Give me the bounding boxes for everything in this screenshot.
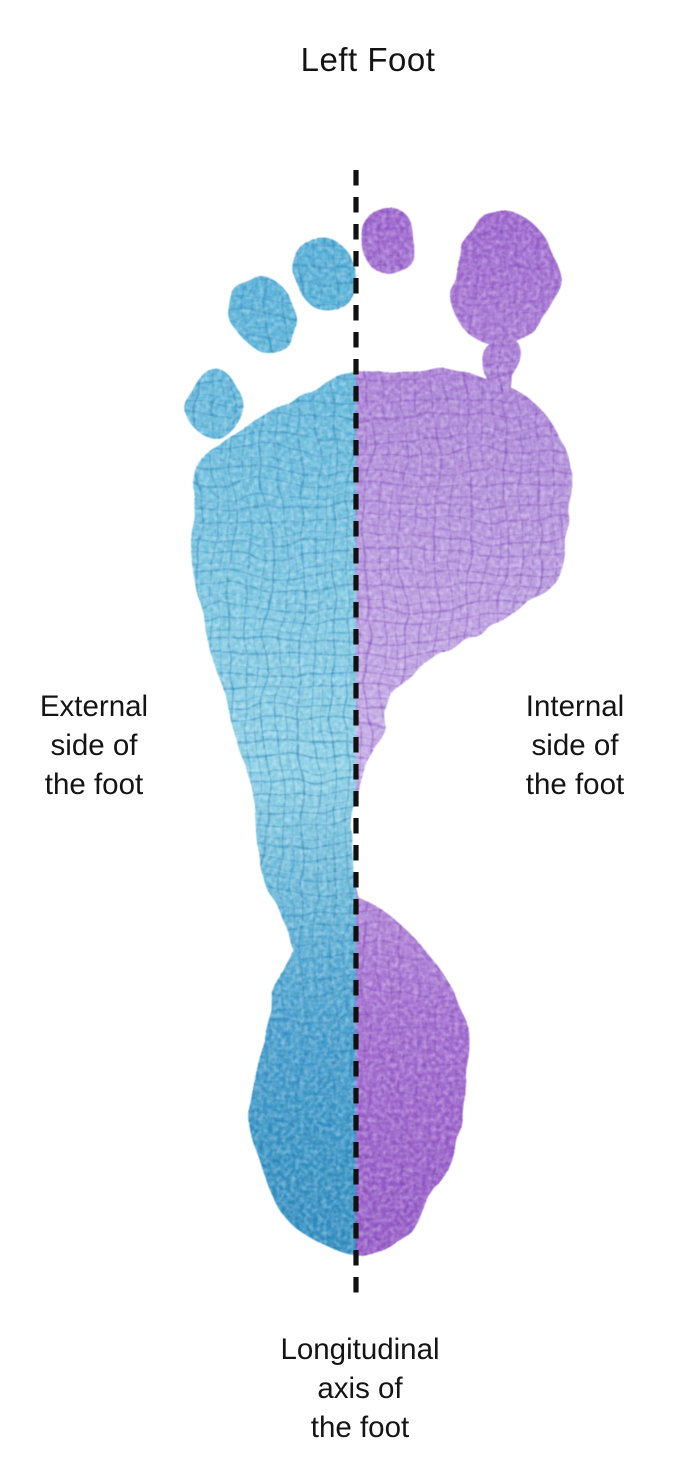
label-line: side of [531, 729, 619, 762]
label-line: axis of [317, 1372, 403, 1405]
label-line: the foot [44, 768, 144, 801]
label-line: Internal [525, 690, 625, 723]
label-line: the foot [525, 768, 625, 801]
internal-side-label: Internal side of the foot [489, 687, 661, 804]
longitudinal-axis-label: Longitudinal axis of the foot [210, 1330, 510, 1447]
external-side-label: External side of the foot [8, 687, 180, 804]
label-line: External [39, 690, 149, 723]
label-line: Longitudinal [280, 1333, 440, 1366]
label-line: side of [50, 729, 138, 762]
label-line: the foot [310, 1411, 410, 1444]
figure-title: Left Foot [300, 41, 436, 78]
